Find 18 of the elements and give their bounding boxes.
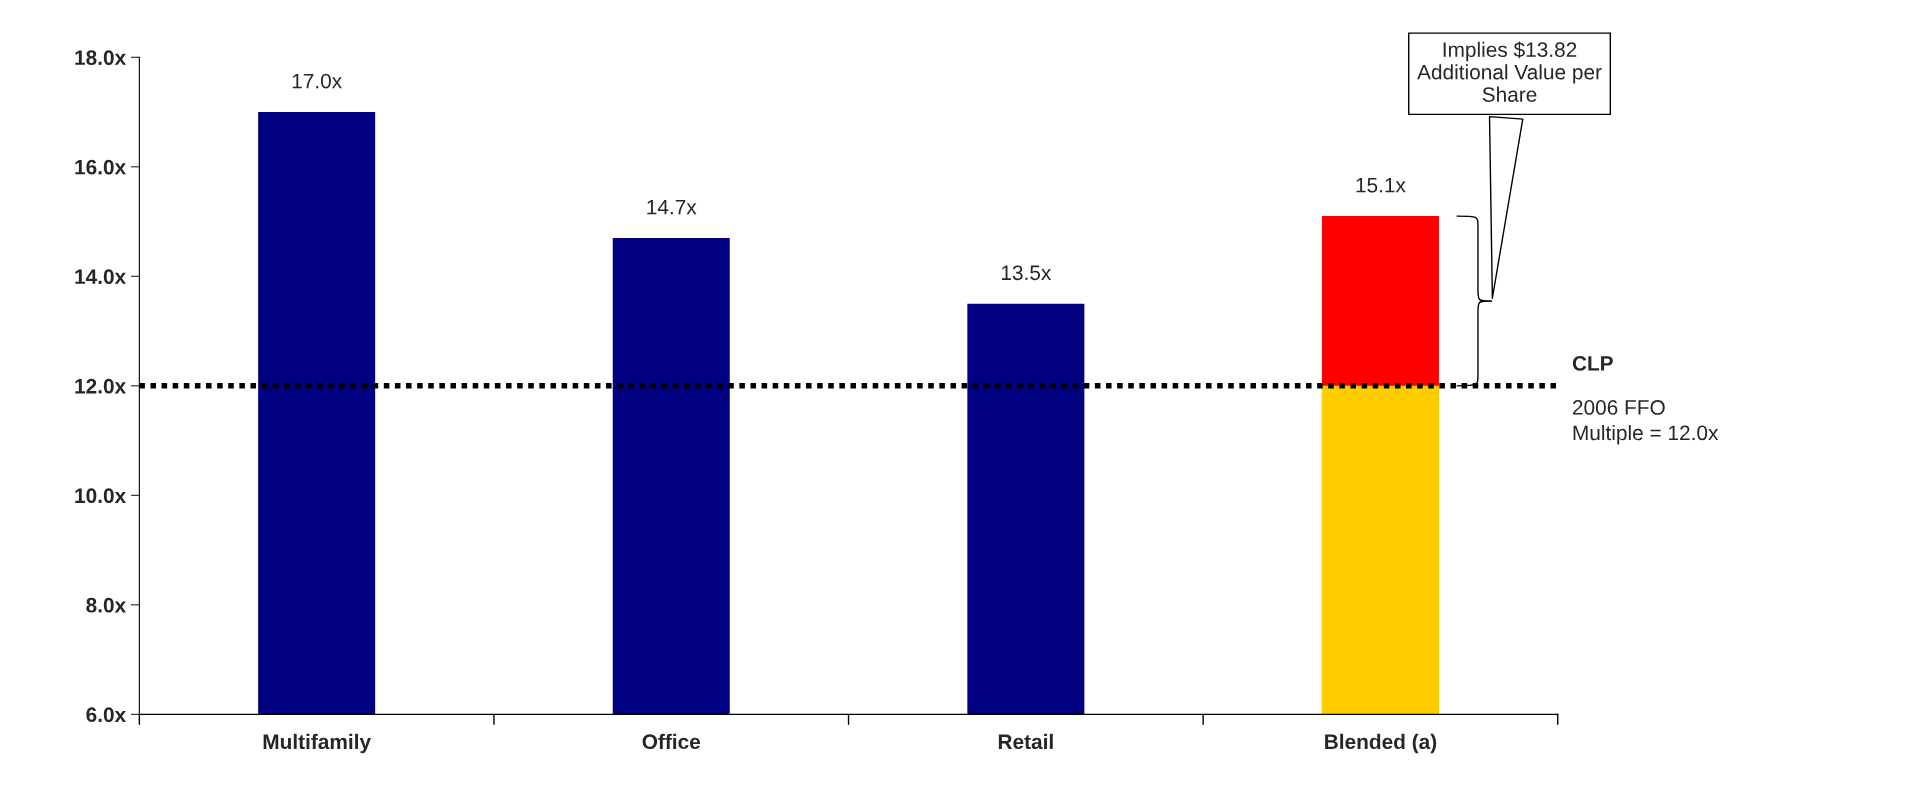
- x-tick-label: Multifamily: [263, 733, 371, 754]
- data-label: 15.1x: [1356, 177, 1406, 193]
- annotation: Implies $13.82 Additional Value per Share: [1417, 41, 1602, 102]
- x-tick-label: Blended (a): [1325, 733, 1437, 754]
- x-tick-label: Office: [642, 733, 701, 750]
- x-tick-label: Retail: [998, 733, 1053, 750]
- ref-line-label: CLP: [1572, 356, 1613, 371]
- y-tick-label: 18.0x: [75, 50, 127, 66]
- data-label: 14.7x: [647, 199, 697, 215]
- data-label: 13.5x: [1001, 265, 1052, 281]
- y-tick-label: 10.0x: [75, 488, 127, 504]
- text: 2006 FFO Multiple = 12.0x: [1572, 400, 1719, 445]
- y-tick-label: 14.0x: [75, 269, 127, 285]
- y-tick-label: 16.0x: [75, 159, 127, 175]
- y-tick-label: 6.0x: [86, 707, 127, 723]
- y-tick-label: 8.0x: [86, 597, 127, 613]
- y-tick-label: 12.0x: [75, 378, 127, 394]
- data-label: 17.0x: [292, 73, 342, 89]
